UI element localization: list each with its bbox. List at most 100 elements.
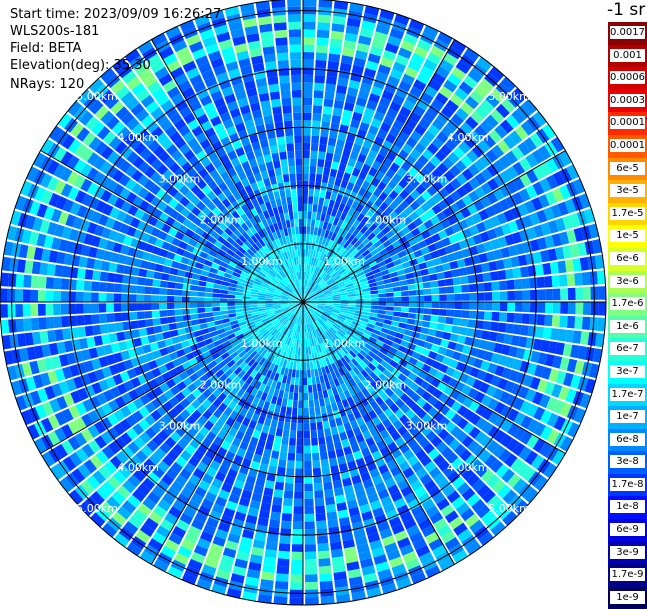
range-gate [243,296,251,299]
range-gate [83,292,91,302]
range-gate [294,219,298,227]
range-gate [274,22,287,31]
colorbar-step: 0.0006 [608,67,647,90]
colorbar-tick-label: 6e-6 [610,252,645,265]
range-gate [307,226,311,234]
range-gate [311,430,318,438]
ring-label: 2.00km [200,214,242,227]
range-gate [205,307,213,312]
colorbar-tick-label: 1e-6 [610,320,645,333]
range-gate [417,296,425,302]
range-gate [377,314,385,319]
range-gate [507,302,515,312]
range-gate [328,450,336,459]
range-gate [303,44,315,52]
range-gate [328,53,340,62]
range-gate [320,406,326,414]
range-gate [341,300,349,302]
range-gate [294,385,298,393]
range-gate [303,14,316,22]
ring-label: 5.00km [76,502,118,515]
range-gate [484,312,492,321]
range-gate [153,272,162,280]
range-gate [69,279,77,290]
range-gate [462,302,470,310]
range-gate [545,302,553,313]
colorbar-step: 1.7e-8 [608,474,647,497]
range-gate [514,313,522,323]
range-gate [179,263,188,271]
range-gate [408,284,416,290]
range-gate [61,291,69,302]
range-gate [23,275,32,288]
colorbar-tick-label: 0.00017 [610,116,645,129]
range-gate [454,285,462,293]
range-gate [520,267,529,278]
range-gate [303,37,315,45]
ring-label: 3.00km [159,420,201,433]
range-gate [263,178,271,187]
range-gate [159,310,167,317]
range-gate [430,316,438,323]
range-gate [429,274,438,281]
range-gate [329,46,341,55]
range-gate [296,234,300,242]
range-gate [282,98,292,106]
range-gate [91,293,99,303]
range-gate [386,306,394,310]
range-gate [447,294,455,301]
range-gate [174,296,182,302]
range-gate [304,453,311,461]
range-gate [197,308,205,313]
range-gate [537,314,545,325]
range-gate [144,303,152,310]
range-gate [325,84,336,93]
range-gate [303,204,307,212]
ring-label: 2.00km [200,378,242,391]
range-gate [379,302,387,306]
range-gate [392,282,400,288]
range-gate [290,60,301,68]
range-gate [401,302,409,307]
range-gate [206,282,214,288]
ring-label: 1.00km [323,337,365,350]
ring-label: 5.00km [488,502,530,515]
range-gate [274,191,281,200]
range-gate [356,305,364,308]
range-gate [295,143,302,151]
range-gate [23,289,31,302]
range-gate [303,151,310,159]
range-gate [330,465,339,474]
range-gate [298,249,301,257]
range-gate [424,289,432,295]
range-gate [583,302,591,315]
range-gate [520,325,529,336]
range-gate [84,315,92,325]
range-gate [303,188,308,196]
range-gate [311,136,319,144]
range-gate [70,327,79,338]
range-gate [139,328,148,337]
range-gate [311,143,319,151]
colorbar-tick-label: 1.7e-6 [610,297,645,310]
range-gate [392,316,400,322]
colorbar-step: 1e-7 [608,406,647,429]
range-gate [315,505,325,513]
range-gate [299,385,303,393]
range-gate [522,290,530,300]
range-gate [258,298,266,300]
range-gate [316,174,323,182]
range-gate [304,491,313,499]
range-gate [496,333,505,343]
range-gate [515,302,523,312]
range-gate [303,173,309,181]
range-gate [99,303,107,312]
colorbar-step: 1e-9 [608,587,647,609]
range-gate [277,136,285,145]
range-gate [129,312,137,320]
ring-label: 4.00km [447,461,489,474]
range-gate [438,280,446,287]
range-gate [545,289,553,300]
range-gate [292,196,297,204]
range-gate [312,212,317,220]
